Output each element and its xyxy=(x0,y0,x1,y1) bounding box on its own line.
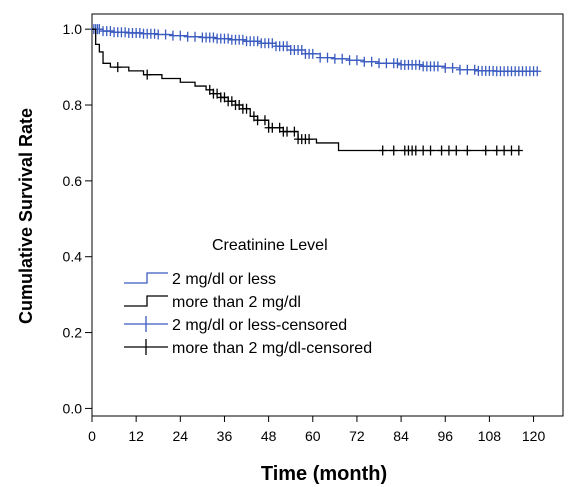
legend-label: 2 mg/dl or less xyxy=(172,271,276,288)
x-tick-label: 60 xyxy=(305,428,321,444)
legend-symbol-censor xyxy=(124,339,168,355)
legend-symbol-censor xyxy=(124,316,168,332)
censor-mark-low-creatinine xyxy=(338,53,347,64)
censor-mark-low-creatinine xyxy=(352,55,361,66)
censor-mark-low-creatinine xyxy=(375,58,384,69)
plot-area-frame xyxy=(91,13,564,417)
x-axis-label: Time (month) xyxy=(261,463,387,485)
censor-mark-low-creatinine xyxy=(533,66,542,77)
y-tick-label: 1.0 xyxy=(63,21,83,37)
censor-mark-low-creatinine xyxy=(168,30,177,41)
censor-mark-high-creatinine xyxy=(507,145,516,156)
censor-mark-high-creatinine xyxy=(492,145,501,156)
censor-mark-low-creatinine xyxy=(121,27,130,38)
legend-title: Creatinine Level xyxy=(212,237,328,254)
censor-mark-high-creatinine xyxy=(268,122,277,133)
x-tick-label: 24 xyxy=(173,428,189,444)
x-tick-label: 96 xyxy=(437,428,453,444)
censor-mark-low-creatinine xyxy=(455,64,464,75)
censor-mark-high-creatinine xyxy=(452,145,461,156)
censor-mark-low-creatinine xyxy=(183,31,192,42)
censor-mark-low-creatinine xyxy=(393,58,402,69)
censor-mark-low-creatinine xyxy=(224,33,233,44)
legend-label: more than 2 mg/dl xyxy=(172,294,301,311)
censor-mark-low-creatinine xyxy=(415,59,424,70)
x-tick-label: 108 xyxy=(478,428,502,444)
legend-symbol-step xyxy=(124,295,168,307)
censor-mark-high-creatinine xyxy=(113,62,122,73)
censor-mark-low-creatinine xyxy=(367,56,376,67)
censor-mark-low-creatinine xyxy=(433,61,442,72)
censor-mark-high-creatinine xyxy=(378,145,387,156)
axes xyxy=(91,13,564,417)
y-axis-ticks: 0.0 0.2 0.4 0.6 0.8 1.0 xyxy=(63,21,92,416)
y-axis-label: Cumulative Survival Rate xyxy=(16,108,36,324)
y-tick-label: 0.6 xyxy=(63,173,83,189)
censor-mark-high-creatinine xyxy=(242,103,251,114)
censor-mark-high-creatinine xyxy=(419,145,428,156)
y-tick-label: 0.4 xyxy=(63,249,83,265)
censor-mark-high-creatinine xyxy=(283,126,292,137)
x-tick-label: 72 xyxy=(349,428,365,444)
censor-mark-high-creatinine xyxy=(426,145,435,156)
censor-mark-low-creatinine xyxy=(154,29,163,40)
y-tick-label: 0.2 xyxy=(63,325,83,341)
x-tick-label: 84 xyxy=(393,428,409,444)
y-tick-label: 0.8 xyxy=(63,97,83,113)
censor-mark-low-creatinine xyxy=(176,30,185,41)
x-tick-label: 0 xyxy=(88,428,96,444)
series-layer xyxy=(89,24,542,156)
legend-entries: 2 mg/dl or less more than 2 mg/dl 2 mg/dl … xyxy=(124,271,372,357)
censor-mark-high-creatinine xyxy=(463,145,472,156)
censor-mark-low-creatinine xyxy=(360,56,369,67)
series-line-high-creatinine xyxy=(92,28,519,152)
x-tick-label: 48 xyxy=(261,428,277,444)
censor-mark-high-creatinine xyxy=(514,145,523,156)
y-tick-label: 0.0 xyxy=(63,400,83,416)
censor-mark-high-creatinine xyxy=(143,69,152,80)
legend: Creatinine Level 2 mg/dl or less more tha… xyxy=(124,237,372,357)
censor-mark-high-creatinine xyxy=(305,134,314,145)
censor-mark-low-creatinine xyxy=(330,53,339,64)
censor-mark-high-creatinine xyxy=(253,115,262,126)
censor-mark-low-creatinine xyxy=(323,52,332,63)
x-axis-ticks: 0 12 24 36 48 60 72 84 96 108 120 xyxy=(88,416,545,444)
censor-mark-high-creatinine xyxy=(437,145,446,156)
censor-mark-low-creatinine xyxy=(238,34,247,45)
censor-mark-high-creatinine xyxy=(389,145,398,156)
censor-mark-low-creatinine xyxy=(191,31,200,42)
x-tick-label: 12 xyxy=(128,428,144,444)
censor-mark-high-creatinine xyxy=(290,126,299,137)
censor-mark-high-creatinine xyxy=(260,115,269,126)
censor-mark-high-creatinine xyxy=(500,145,509,156)
censor-mark-low-creatinine xyxy=(382,58,391,69)
censor-mark-low-creatinine xyxy=(135,27,144,38)
censor-mark-high-creatinine xyxy=(411,145,420,156)
x-tick-label: 36 xyxy=(217,428,233,444)
censor-mark-low-creatinine xyxy=(448,62,457,73)
censor-mark-low-creatinine xyxy=(161,29,170,40)
legend-label: 2 mg/dl or less-censored xyxy=(172,317,347,334)
legend-symbol-step xyxy=(124,272,168,284)
censor-mark-low-creatinine xyxy=(345,55,354,66)
censor-mark-low-creatinine xyxy=(253,36,262,47)
censor-mark-low-creatinine xyxy=(470,64,479,75)
censor-mark-low-creatinine xyxy=(441,62,450,73)
censor-mark-high-creatinine xyxy=(444,145,453,156)
censor-mark-low-creatinine xyxy=(316,52,325,63)
censor-mark-low-creatinine xyxy=(463,64,472,75)
censor-mark-low-creatinine xyxy=(209,32,218,43)
censor-mark-low-creatinine xyxy=(150,28,159,39)
x-tick-label: 120 xyxy=(522,428,546,444)
censor-mark-low-creatinine xyxy=(106,26,115,37)
censor-mark-high-creatinine xyxy=(481,145,490,156)
censor-mark-low-creatinine xyxy=(308,48,317,59)
legend-label: more than 2 mg/dl-censored xyxy=(172,340,372,357)
censor-mark-low-creatinine xyxy=(95,24,104,35)
